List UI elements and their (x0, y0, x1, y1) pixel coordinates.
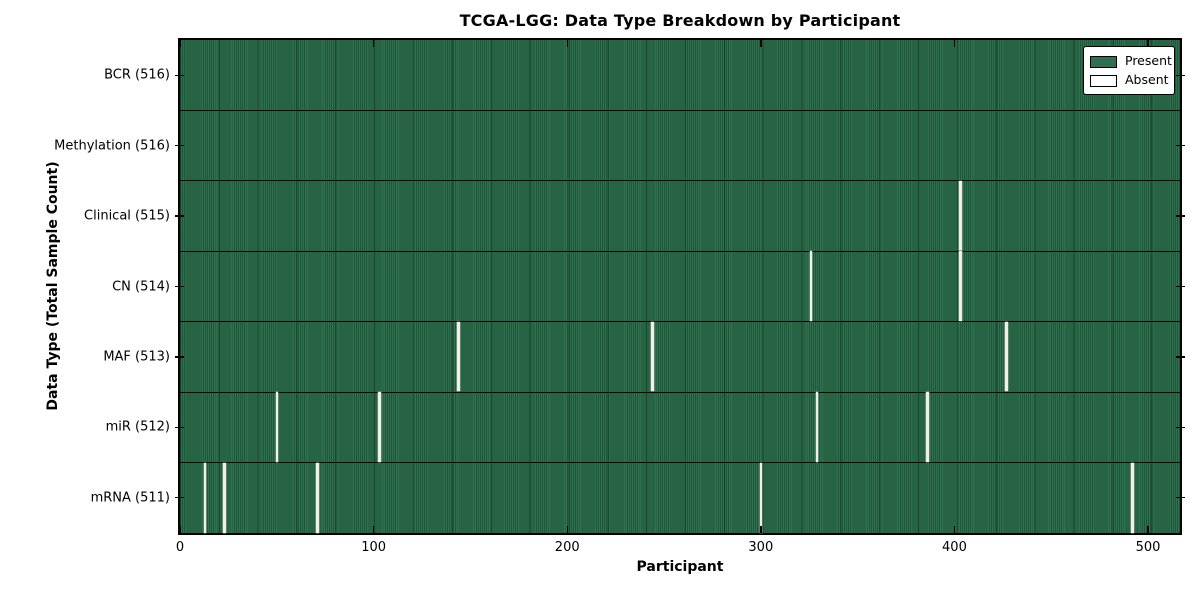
x-tick-label: 0 (175, 540, 185, 555)
x-tick-label: 300 (748, 540, 774, 555)
legend-label: Present (1125, 53, 1172, 69)
legend-label: Absent (1125, 72, 1169, 88)
x-axis-label: Participant (636, 559, 724, 575)
x-tick (1147, 40, 1149, 47)
y-tick (175, 74, 184, 76)
x-tick-label: 400 (942, 540, 967, 555)
y-tick-label-CN: CN (514) (112, 279, 170, 294)
heatmap-rows (180, 40, 1180, 533)
y-tick (175, 285, 184, 288)
legend: Present Absent (1083, 46, 1175, 95)
y-tick-label-MAF: MAF (513) (103, 349, 170, 365)
x-tick (179, 40, 181, 47)
heatmap-row-CN (180, 252, 1180, 323)
y-tick (175, 497, 184, 499)
absent-line (223, 462, 226, 533)
legend-items: Present Absent (1090, 52, 1172, 90)
absent-line (316, 462, 319, 533)
y-tick (1176, 215, 1185, 217)
x-tick (566, 40, 568, 47)
heatmap-row-BCR (180, 40, 1180, 111)
y-tick-label-Clinical: Clinical (515) (84, 208, 170, 224)
absent-line (958, 251, 962, 321)
absent-line (275, 392, 279, 462)
heatmap-row-Clinical (180, 181, 1180, 252)
x-tick (760, 40, 762, 47)
x-tick-label: 200 (554, 540, 580, 555)
y-tick-label-Methylation: Methylation (516) (54, 138, 170, 154)
absent-line (651, 321, 654, 392)
y-tick (175, 215, 184, 217)
x-tick (953, 526, 956, 533)
x-tick (372, 40, 375, 47)
x-tick-label: 100 (361, 540, 387, 555)
legend-item-present: Present (1090, 52, 1172, 71)
x-tick (179, 526, 181, 533)
y-tick (1176, 144, 1185, 147)
absent-line (1005, 321, 1008, 392)
legend-swatch-icon (1090, 55, 1117, 68)
x-tick (953, 40, 956, 47)
y-axis-label: Data Type (Total Sample Count) (45, 161, 61, 411)
absent-line (926, 392, 929, 462)
y-tick-label-miR: miR (512) (105, 419, 170, 435)
y-tick-label-mRNA: mRNA (511) (90, 490, 170, 506)
absent-line (378, 392, 381, 462)
x-tick (1147, 526, 1149, 533)
x-tick-label: 500 (1135, 540, 1161, 555)
absent-line (815, 392, 819, 462)
y-tick (1176, 426, 1185, 429)
x-tick (372, 526, 375, 533)
y-tick (175, 356, 184, 358)
y-tick (1176, 497, 1185, 499)
y-tick (1176, 356, 1185, 358)
y-tick-label-BCR: BCR (516) (104, 67, 170, 83)
legend-swatch-icon (1090, 74, 1117, 87)
heatmap-row-MAF (180, 322, 1180, 393)
y-tick (175, 144, 184, 147)
chart-title: TCGA-LGG: Data Type Breakdown by Partici… (459, 11, 901, 30)
absent-line (1131, 462, 1134, 533)
heatmap-row-Methylation (180, 111, 1180, 182)
absent-line (958, 180, 962, 251)
heatmap-row-mRNA (180, 463, 1180, 533)
y-tick (1176, 74, 1185, 76)
plot-area: Present Absent (175, 38, 1185, 535)
absent-line (203, 462, 207, 533)
x-tick (760, 526, 762, 533)
absent-line (759, 462, 763, 533)
absent-line (457, 321, 461, 392)
heatmap-row-miR (180, 393, 1180, 464)
y-tick (1176, 285, 1185, 288)
y-tick (175, 426, 184, 429)
legend-item-absent: Absent (1090, 71, 1169, 90)
x-tick (566, 526, 568, 533)
absent-line (809, 251, 813, 321)
